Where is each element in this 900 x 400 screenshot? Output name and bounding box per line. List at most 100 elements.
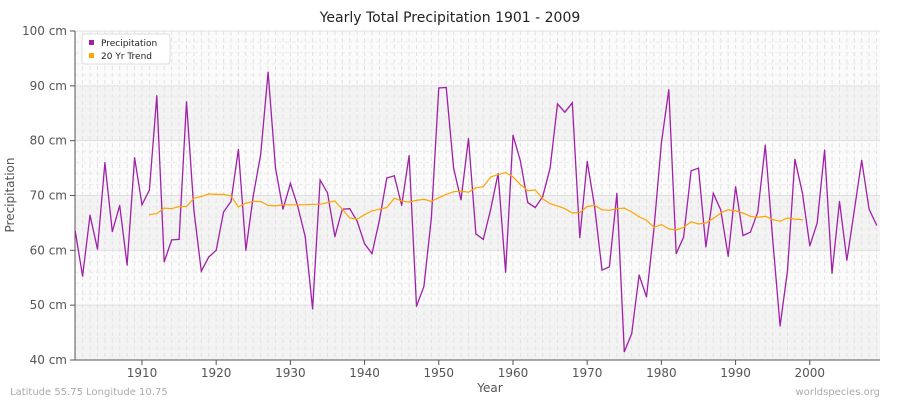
footer-location: Latitude 55.75 Longitude 10.75 <box>10 387 168 398</box>
precipitation-point <box>289 182 291 185</box>
precipitation-point <box>371 253 373 255</box>
precipitation-point <box>208 256 210 258</box>
precipitation-point <box>252 194 254 197</box>
trend-point <box>512 176 514 178</box>
precipitation-point <box>853 209 855 211</box>
precipitation-point <box>356 220 358 222</box>
legend-swatch-precipitation <box>89 40 94 45</box>
trend-point <box>148 214 150 216</box>
trend-point <box>445 193 447 196</box>
trend-point <box>631 211 633 213</box>
trend-point <box>653 226 655 228</box>
trend-point <box>475 187 477 189</box>
precipitation-point <box>415 305 418 307</box>
trend-point <box>467 191 470 193</box>
precipitation-point <box>875 224 878 226</box>
precipitation-point <box>475 233 477 235</box>
precipitation-point <box>237 148 240 151</box>
trend-point <box>490 176 492 178</box>
y-tick-label: 80 cm <box>30 134 67 148</box>
precipitation-point <box>156 95 158 97</box>
precipitation-point <box>104 162 106 164</box>
precipitation-point <box>230 200 232 203</box>
trend-point <box>482 186 484 188</box>
grid-band <box>75 31 880 86</box>
precipitation-point <box>312 308 314 310</box>
trend-point <box>312 203 314 205</box>
legend-label-trend: 20 Yr Trend <box>101 52 152 62</box>
x-tick-label: 1960 <box>498 366 529 380</box>
trend-point <box>668 228 670 230</box>
trend-point <box>749 215 752 217</box>
trend-point <box>163 207 165 209</box>
trend-point <box>757 216 759 219</box>
trend-point <box>534 189 536 191</box>
precipitation-point <box>297 205 299 208</box>
trend-point <box>430 200 432 203</box>
precipitation-point <box>215 249 217 251</box>
trend-point <box>675 229 677 231</box>
precipitation-point <box>304 236 306 238</box>
footer-credit: worldspecies.org <box>796 387 880 398</box>
trend-point <box>438 197 440 199</box>
precipitation-point <box>757 211 759 213</box>
trend-point <box>556 205 559 207</box>
precipitation-point <box>549 167 551 169</box>
trend-point <box>200 195 202 198</box>
trend-point <box>297 204 299 206</box>
precipitation-point <box>378 219 381 221</box>
precipitation-point <box>438 87 440 89</box>
trend-point <box>363 214 366 216</box>
precipitation-point <box>423 285 425 288</box>
precipitation-point <box>245 249 247 251</box>
precipitation-point <box>579 237 581 239</box>
precipitation-point <box>200 270 202 272</box>
x-tick-label: 1980 <box>646 366 677 380</box>
legend: Precipitation 20 Yr Trend <box>81 33 171 65</box>
precipitation-point <box>616 192 618 194</box>
trend-point <box>237 206 240 208</box>
trend-point <box>223 193 225 196</box>
trend-point <box>460 190 462 192</box>
trend-point <box>356 218 358 220</box>
trend-point <box>252 200 254 203</box>
trend-point <box>423 198 425 200</box>
trend-point <box>519 183 522 186</box>
trend-point <box>319 203 321 205</box>
precipitation-point <box>542 195 544 198</box>
trend-point <box>571 212 573 214</box>
y-tick-label: 40 cm <box>30 353 67 367</box>
y-tick-label: 60 cm <box>30 243 67 257</box>
precipitation-point <box>824 149 826 151</box>
precipitation-point <box>74 230 76 232</box>
precipitation-point <box>126 264 128 266</box>
x-tick-label: 2000 <box>795 366 826 380</box>
precipitation-point <box>504 271 507 273</box>
trend-point <box>690 221 692 223</box>
trend-point <box>326 202 329 204</box>
legend-swatch-trend <box>89 53 94 58</box>
trend-point <box>497 174 499 176</box>
precipitation-point <box>119 204 121 206</box>
trend-point <box>453 191 455 193</box>
trend-point <box>230 195 232 197</box>
precipitation-point <box>171 239 173 241</box>
precipitation-point <box>786 270 789 272</box>
x-tick-label: 1990 <box>720 366 751 380</box>
precipitation-point <box>193 209 195 211</box>
trend-point <box>616 208 618 210</box>
trend-point <box>734 210 737 212</box>
trend-point <box>156 212 158 215</box>
precipitation-point <box>185 101 188 103</box>
trend-point <box>586 205 588 208</box>
precipitation-point <box>697 167 700 169</box>
trend-point <box>542 198 544 200</box>
x-tick-label: 1950 <box>424 366 455 380</box>
trend-point <box>386 206 388 209</box>
precipitation-point <box>260 153 262 155</box>
legend-box <box>81 33 171 65</box>
precipitation-point <box>430 216 432 219</box>
trend-point <box>393 197 395 199</box>
trend-point <box>727 209 729 211</box>
x-tick-label: 1940 <box>349 366 380 380</box>
